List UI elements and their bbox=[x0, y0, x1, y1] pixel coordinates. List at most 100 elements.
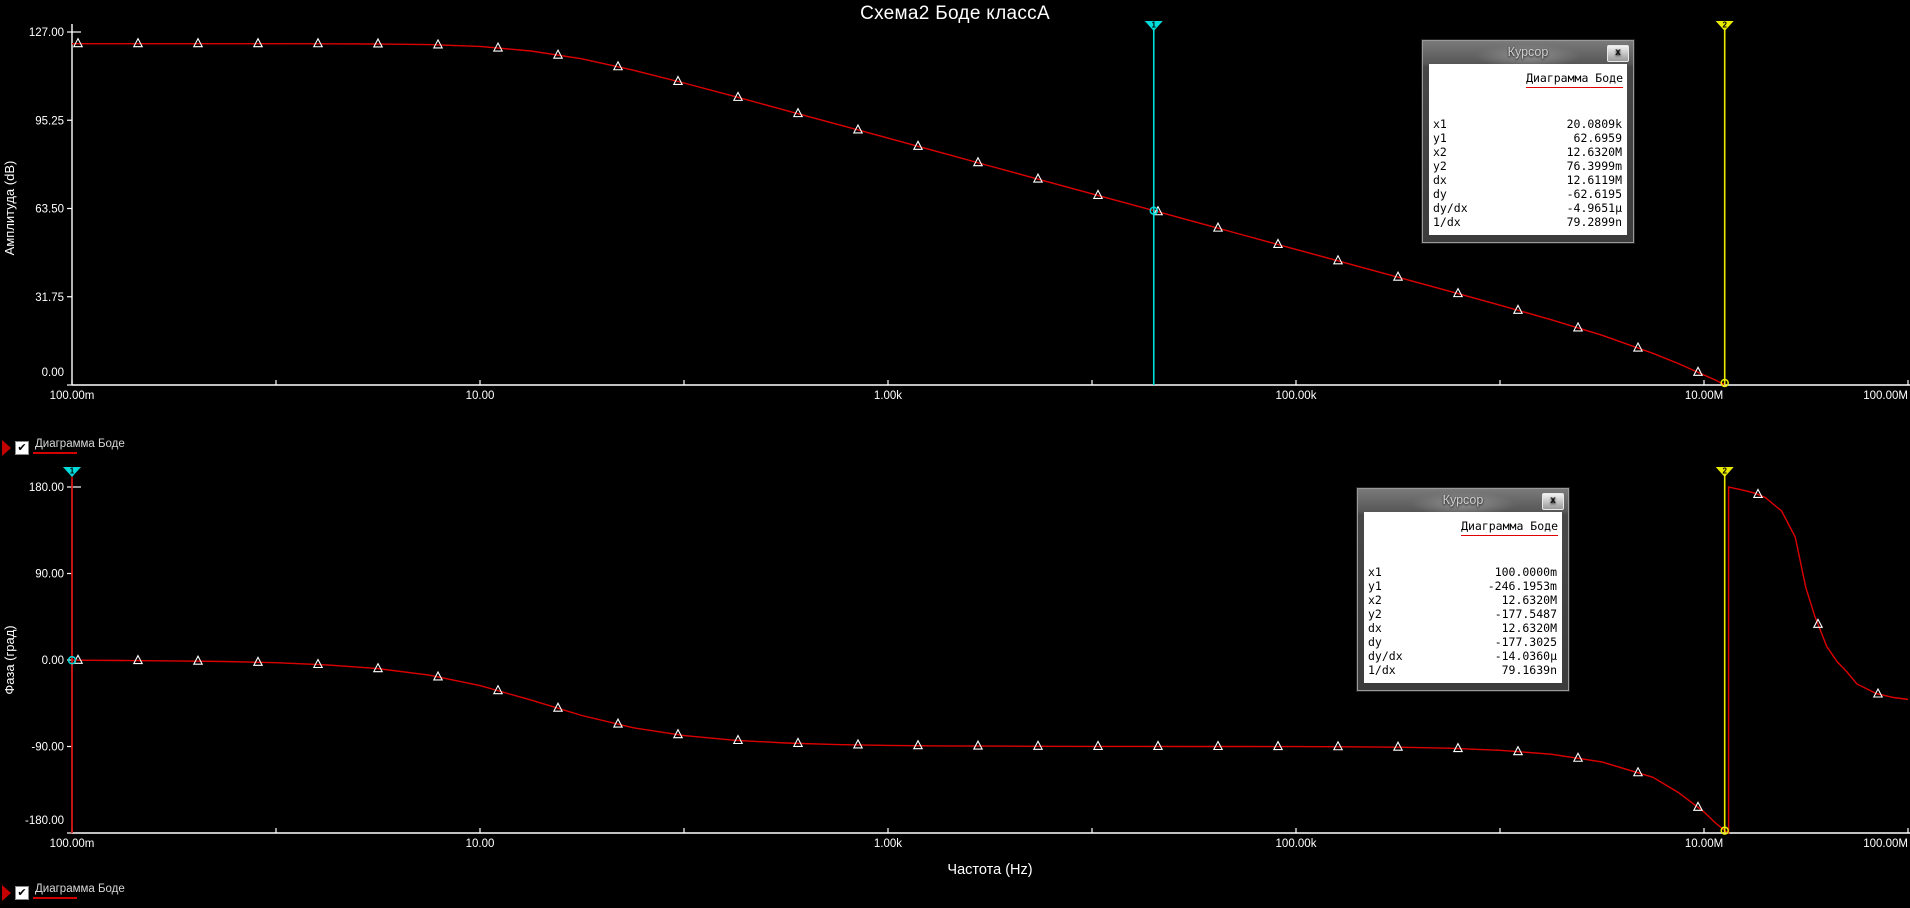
y-tick-label: -180.00 bbox=[25, 815, 64, 827]
data-point-marker bbox=[312, 37, 324, 48]
data-point-marker bbox=[1092, 740, 1104, 750]
cursor-trace-header: Диаграмма Боде bbox=[1429, 64, 1627, 88]
amplitude-point-markers bbox=[72, 37, 1704, 376]
trace-select-arrow-icon[interactable] bbox=[2, 885, 11, 901]
cursor-flag-icon[interactable] bbox=[1715, 467, 1734, 477]
data-point-marker bbox=[1452, 287, 1464, 298]
cursor-flag-icon[interactable] bbox=[63, 467, 81, 477]
trace-color-underline bbox=[33, 452, 77, 454]
cursor-trace-header: Диаграмма Боде bbox=[1364, 512, 1562, 536]
cursor-flag-icon[interactable] bbox=[1144, 21, 1163, 31]
data-point-marker bbox=[1512, 745, 1524, 756]
x-tick-label: 10.00M bbox=[1685, 390, 1723, 402]
data-point-marker bbox=[432, 38, 444, 49]
trace-color-underline bbox=[33, 897, 77, 899]
table-row: dy/dx -14.0360µ bbox=[1368, 649, 1557, 663]
close-icon[interactable]: x bbox=[1607, 45, 1629, 62]
page-title: Схема2 Боде классА bbox=[860, 3, 1050, 24]
x-tick-label: 1.00k bbox=[874, 838, 902, 850]
table-row: x1 20.0809k bbox=[1433, 117, 1622, 131]
cursor-trace-intersection-marker bbox=[1720, 378, 1729, 388]
cursor-trace-intersection-marker bbox=[1720, 826, 1729, 835]
x-tick-label: 100.00k bbox=[1276, 838, 1317, 850]
phase-cursor-1[interactable]: 1 bbox=[63, 467, 81, 834]
y-tick-label: 180.00 bbox=[29, 482, 64, 494]
data-point-marker bbox=[1032, 172, 1044, 183]
data-point-marker bbox=[372, 662, 384, 673]
phase-cursor-2[interactable]: 2 bbox=[1715, 467, 1734, 835]
data-point-marker bbox=[1632, 341, 1644, 352]
trace-select-arrow-icon[interactable] bbox=[2, 440, 11, 456]
data-point-marker bbox=[1452, 742, 1464, 753]
x-tick-label: 10.00M bbox=[1685, 838, 1723, 850]
trace-label[interactable]: Диаграмма Боде bbox=[33, 882, 125, 901]
data-point-marker bbox=[1632, 766, 1644, 777]
cursor-window-titlebar[interactable]: Курсор x bbox=[1423, 41, 1633, 64]
data-point-marker bbox=[1872, 687, 1884, 698]
data-point-marker bbox=[912, 140, 924, 150]
data-point-marker bbox=[372, 37, 384, 48]
data-point-marker bbox=[1272, 740, 1284, 751]
data-point-marker bbox=[792, 107, 804, 118]
x-tick-label: 10.00 bbox=[466, 390, 495, 402]
trace-visibility-checkbox[interactable]: ✔ bbox=[15, 441, 29, 455]
table-row: 1/dx 79.1639n bbox=[1368, 663, 1557, 677]
data-point-marker bbox=[1152, 205, 1164, 216]
x-tick-label: 1.00k bbox=[874, 390, 902, 402]
data-point-marker bbox=[1572, 321, 1584, 332]
y-tick-label: 31.75 bbox=[35, 292, 64, 304]
table-row: x2 12.6320M bbox=[1433, 145, 1622, 159]
data-point-marker bbox=[1272, 238, 1284, 249]
data-point-marker bbox=[852, 738, 864, 749]
close-icon[interactable]: x bbox=[1542, 493, 1564, 510]
data-point-marker bbox=[732, 91, 744, 101]
cursor-window-body: Диаграмма Боде x1 20.0809k y1 62.6959 x2 12… bbox=[1429, 64, 1627, 235]
data-point-marker bbox=[1572, 752, 1584, 762]
cursor-readout-window-amplitude[interactable]: Курсор x Диаграмма Боде x1 20.0809k y1 62.… bbox=[1422, 40, 1634, 243]
table-row: dy -62.6195 bbox=[1433, 187, 1622, 201]
table-row: dy -177.3025 bbox=[1368, 635, 1557, 649]
y-tick-label: 127.00 bbox=[29, 27, 64, 39]
table-row: y2 76.3999m bbox=[1433, 159, 1622, 173]
x-tick-label: 100.00M bbox=[1863, 390, 1908, 402]
trace-visibility-checkbox[interactable]: ✔ bbox=[15, 886, 29, 900]
data-point-marker bbox=[552, 48, 564, 59]
x-axis-title: Частота (Hz) bbox=[947, 862, 1032, 878]
data-point-marker bbox=[192, 37, 204, 48]
table-row: y1 62.6959 bbox=[1433, 131, 1622, 145]
data-point-marker bbox=[252, 37, 264, 48]
data-point-marker bbox=[1332, 254, 1344, 265]
trace-label-text: Диаграмма Боде bbox=[35, 883, 125, 895]
data-point-marker bbox=[1752, 488, 1764, 499]
cursor-readout-window-phase[interactable]: Курсор x Диаграмма Боде x1 100.0000m y1 -2… bbox=[1357, 488, 1569, 691]
data-point-marker bbox=[792, 737, 804, 747]
data-point-marker bbox=[1692, 366, 1704, 376]
x-tick-label: 100.00m bbox=[50, 390, 95, 402]
cursor-window-titlebar[interactable]: Курсор x bbox=[1358, 489, 1568, 512]
table-row: dx 12.6320M bbox=[1368, 621, 1557, 635]
cursor-number: 1 bbox=[1152, 21, 1157, 30]
cursor-flag-icon[interactable] bbox=[1715, 21, 1734, 31]
table-row: y2 -177.5487 bbox=[1368, 607, 1557, 621]
data-point-marker bbox=[312, 658, 324, 669]
y-tick-label: 0.00 bbox=[42, 655, 64, 667]
x-tick-label: 10.00 bbox=[466, 838, 495, 850]
trace-label[interactable]: Диаграмма Боде bbox=[33, 437, 125, 456]
y-tick-label: 90.00 bbox=[35, 569, 64, 581]
amplitude-cursor-2[interactable]: 2 bbox=[1715, 21, 1734, 388]
data-point-marker bbox=[972, 739, 984, 750]
cursor-number: 1 bbox=[70, 467, 75, 476]
data-point-marker bbox=[1392, 740, 1404, 751]
cursor-window-body: Диаграмма Боде x1 100.0000m y1 -246.1953m … bbox=[1364, 512, 1562, 683]
data-point-marker bbox=[612, 717, 624, 728]
data-point-marker bbox=[1152, 740, 1164, 750]
data-point-marker bbox=[1692, 801, 1704, 811]
data-point-marker bbox=[672, 728, 684, 739]
cursor-number: 2 bbox=[1722, 21, 1727, 30]
cursor-window-title: Курсор bbox=[1507, 45, 1549, 59]
amplitude-cursor-1[interactable]: 1 bbox=[1144, 21, 1163, 386]
data-point-marker bbox=[1812, 618, 1824, 628]
x-tick-label: 100.00k bbox=[1276, 390, 1317, 402]
